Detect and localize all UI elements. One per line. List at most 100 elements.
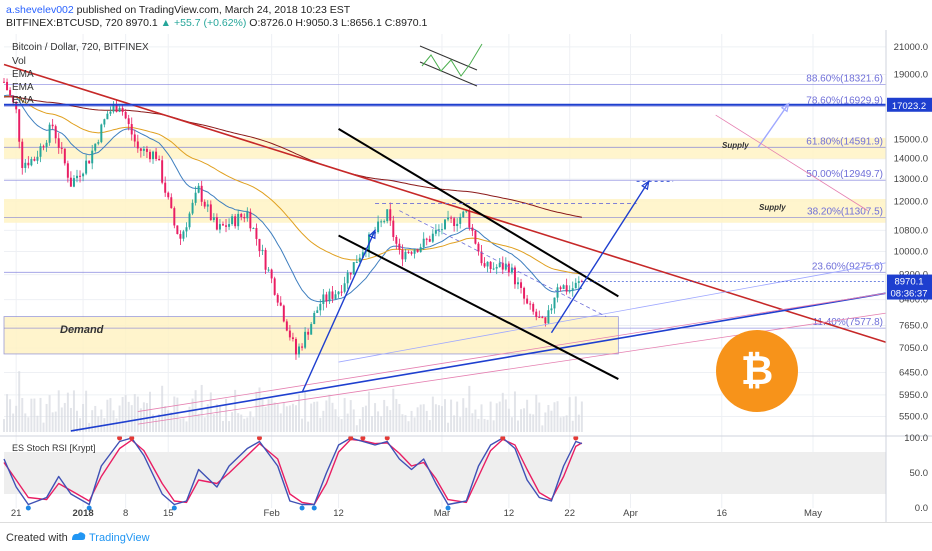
candle-body	[392, 220, 395, 238]
candle-body	[517, 282, 519, 285]
current-price-text: 8970.1	[894, 277, 923, 288]
volume-bar	[215, 404, 218, 432]
candle-body	[377, 221, 380, 233]
footer: Created with TradingView	[0, 522, 932, 551]
volume-bar	[358, 418, 361, 432]
volume-bar	[27, 417, 30, 432]
candle-body	[288, 330, 291, 338]
candle-body	[21, 141, 24, 168]
volume-bar	[48, 395, 51, 432]
candle-body	[170, 197, 173, 209]
rsi-tick: 100.0	[904, 433, 928, 444]
candle-body	[276, 294, 279, 303]
time-tick: 21	[11, 508, 22, 519]
price-tick: 8400.0	[899, 295, 928, 306]
volume-bar	[273, 402, 276, 432]
tradingview-brand-link[interactable]: TradingView	[89, 532, 150, 544]
candle-body	[60, 147, 63, 149]
candle-body	[568, 290, 571, 292]
candle-body	[541, 317, 544, 319]
volume-bar	[121, 396, 124, 432]
rsi-tick: 50.0	[910, 468, 929, 479]
volume-bar	[18, 371, 21, 432]
volume-bar	[82, 404, 85, 432]
volume-bar	[517, 420, 519, 432]
volume-bar	[182, 418, 185, 432]
impulse-arrow	[301, 230, 376, 393]
candle-body	[255, 228, 258, 239]
candle-body	[85, 160, 88, 174]
candle-body	[465, 210, 468, 212]
volume-bar	[9, 399, 12, 432]
volume-bar	[322, 410, 325, 432]
volume-bar	[66, 392, 69, 432]
volume-bar	[246, 417, 249, 432]
chart-header: a.shevelev002 published on TradingView.c…	[0, 0, 932, 30]
level-badge-text: 17023.2	[892, 101, 926, 112]
candle-body	[447, 217, 450, 220]
volume-bar	[142, 402, 145, 432]
candle-body	[422, 238, 425, 248]
volume-bar	[85, 390, 88, 432]
price-tick: 5500.0	[899, 412, 928, 423]
overbought-dot	[117, 435, 123, 441]
candle-body	[535, 311, 538, 317]
oversold-dot	[445, 505, 451, 511]
time-tick: May	[804, 508, 822, 519]
candle-body	[142, 148, 145, 151]
volume-bar	[231, 412, 234, 432]
volume-bar	[395, 398, 398, 432]
volume-bar	[450, 399, 453, 432]
volume-bar	[535, 394, 538, 432]
volume-bar	[130, 405, 133, 432]
candle-body	[127, 118, 130, 125]
volume-bar	[54, 411, 57, 432]
candle-body	[559, 287, 562, 289]
supply-label-upper: Supply	[722, 141, 749, 150]
price-tick: 15000.0	[894, 135, 928, 146]
price-tick: 13000.0	[894, 174, 928, 185]
price-tick: 14000.0	[894, 154, 928, 165]
candle-body	[76, 175, 78, 179]
candle-body	[279, 302, 282, 306]
volume-bar	[328, 394, 331, 432]
candle-body	[63, 148, 66, 164]
fib-arrow-head	[780, 102, 790, 113]
price-tick: 12000.0	[894, 196, 928, 207]
volume-bar	[109, 398, 112, 432]
candle-body	[249, 211, 252, 229]
volume-bar	[310, 403, 313, 432]
volume-bar	[285, 406, 288, 432]
candle-body	[456, 223, 459, 227]
volume-bar	[133, 394, 136, 432]
candle-body	[301, 346, 304, 348]
zone-supply	[4, 137, 886, 159]
volume-bar	[79, 418, 82, 432]
volume-bar	[267, 399, 270, 432]
price-tick: 6450.0	[899, 368, 928, 379]
volume-bar	[33, 398, 36, 432]
candle-body	[291, 337, 294, 340]
volume-bar	[170, 411, 173, 432]
volume-bar	[298, 394, 301, 432]
candle-body	[474, 230, 477, 244]
author-link[interactable]: a.shevelev002	[6, 4, 74, 16]
oversold-dot	[171, 505, 177, 511]
candle-body	[82, 173, 85, 177]
volume-bar	[523, 408, 526, 432]
volume-bar	[100, 409, 103, 432]
candle-body	[27, 162, 30, 166]
volume-bar	[541, 425, 544, 432]
volume-bar	[316, 401, 319, 432]
projection-arrow	[550, 180, 650, 334]
candle-body	[507, 263, 510, 273]
volume-bar	[106, 399, 109, 432]
publish-line: a.shevelev002 published on TradingView.c…	[6, 4, 350, 16]
candle-body	[139, 148, 142, 151]
volume-bar	[51, 412, 54, 432]
price-chart[interactable]: 88.60%(18321.6) 78.60%(16929.9) 61.80%(145…	[0, 0, 932, 522]
candle-body	[191, 202, 194, 214]
volume-bar	[139, 408, 142, 432]
volume-bar	[550, 410, 553, 432]
volume-bar	[504, 399, 507, 432]
